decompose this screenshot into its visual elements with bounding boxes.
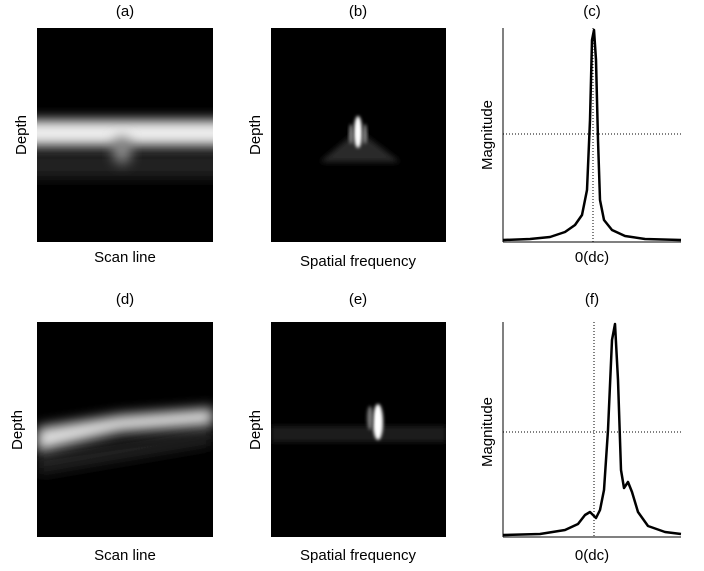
plot xyxy=(502,28,682,243)
y-label: Depth xyxy=(13,115,30,155)
panel-label: (f) xyxy=(585,291,599,308)
image xyxy=(37,28,213,242)
x-label: Scan line xyxy=(94,547,156,564)
y-label: Magnitude xyxy=(479,397,496,467)
x-label: Scan line xyxy=(94,249,156,266)
x-label: Spatial frequency xyxy=(300,253,416,270)
panel-label: (b) xyxy=(349,3,367,20)
y-label: Depth xyxy=(9,410,26,450)
x-tick-label: 0(dc) xyxy=(575,249,609,266)
x-label: Spatial frequency xyxy=(300,547,416,564)
panel-label: (e) xyxy=(349,291,367,308)
panel-label: (c) xyxy=(583,3,601,20)
panel-label: (d) xyxy=(116,291,134,308)
y-label: Depth xyxy=(247,410,264,450)
panel-label: (a) xyxy=(116,3,134,20)
y-label: Depth xyxy=(247,115,264,155)
plot xyxy=(502,322,682,538)
image xyxy=(37,322,213,537)
x-tick-label: 0(dc) xyxy=(575,547,609,564)
image xyxy=(271,322,446,537)
y-label: Magnitude xyxy=(479,100,496,170)
image xyxy=(271,28,446,242)
